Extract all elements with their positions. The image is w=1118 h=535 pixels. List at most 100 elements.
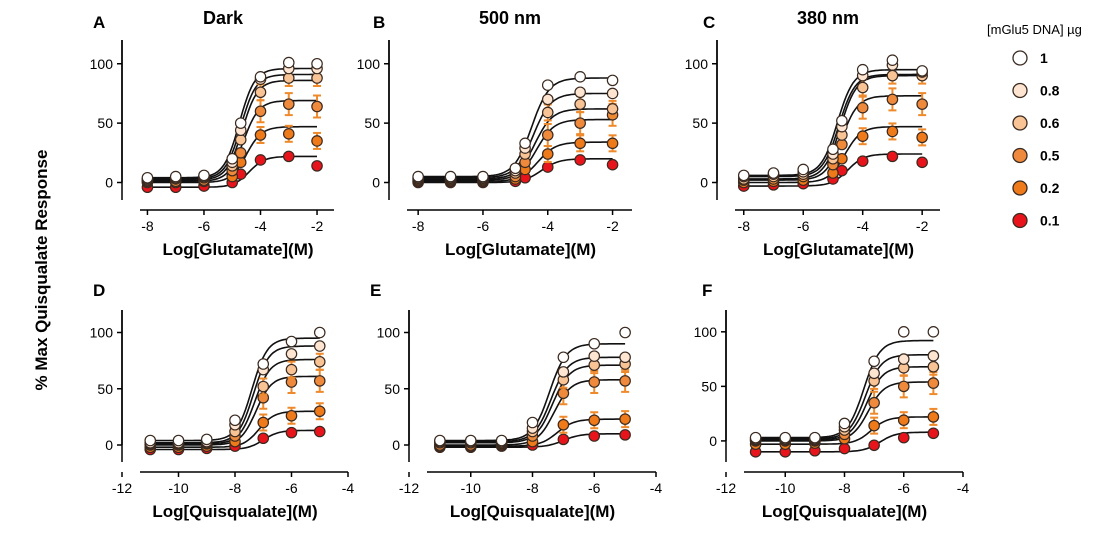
- data-point-0.2: [886, 125, 899, 138]
- data-point-0.8: [619, 351, 631, 364]
- data-point-0.6: [886, 69, 899, 82]
- data-point-1: [200, 433, 213, 446]
- data-point-0.5: [897, 380, 910, 393]
- x-tick-label: -10: [168, 480, 188, 496]
- data-point-0.6: [234, 133, 247, 146]
- data-point-1: [856, 63, 869, 76]
- x-axis-label: Log[Quisqualate](M): [450, 502, 615, 521]
- y-tick-label: 0: [709, 433, 717, 449]
- data-point-0.1: [311, 160, 323, 172]
- data-point-0.2: [856, 130, 869, 142]
- data-point-0.8: [285, 348, 298, 360]
- data-point-1: [519, 137, 531, 150]
- data-point-1: [495, 434, 508, 447]
- data-point-0.1: [282, 150, 295, 163]
- data-point-0.6: [282, 72, 295, 84]
- data-point-1: [897, 326, 910, 338]
- y-tick-label: 100: [685, 56, 709, 72]
- data-point-0.5: [311, 100, 323, 113]
- data-point-1: [313, 326, 326, 339]
- data-point-0.2: [282, 128, 295, 140]
- data-point-0.2: [541, 148, 554, 160]
- data-point-0.8: [927, 350, 940, 362]
- y-tick-label: 0: [105, 175, 113, 191]
- data-point-0.2: [574, 137, 586, 150]
- panel-letter: A: [93, 13, 105, 32]
- data-point-0.2: [619, 413, 631, 425]
- data-point-1: [541, 79, 554, 91]
- x-axis-label: Log[Quisqualate](M): [152, 502, 317, 521]
- x-tick-label: -8: [141, 218, 154, 234]
- data-point-1: [809, 431, 821, 444]
- data-point-1: [749, 431, 762, 444]
- x-tick-label: -12: [399, 480, 419, 496]
- panel-a: A Dark 0 50 100 -8 -6 -4 -2 Log[Glutamate](M): [90, 8, 334, 259]
- data-point-1: [588, 337, 601, 350]
- data-point-0.5: [588, 376, 601, 388]
- x-tick-label: -8: [412, 218, 425, 234]
- data-point-0.5: [541, 129, 554, 141]
- y-tick-label: 50: [364, 115, 380, 131]
- y-tick-label: 50: [97, 115, 113, 131]
- x-tick-label: -6: [477, 218, 490, 234]
- x-tick-label: -8: [526, 480, 539, 496]
- data-point-0.6: [313, 355, 326, 368]
- data-point-1: [779, 431, 792, 444]
- data-point-0.1: [541, 161, 554, 173]
- data-point-0.6: [311, 72, 323, 84]
- data-point-1: [226, 152, 239, 165]
- data-point-0.5: [574, 117, 586, 129]
- data-point-1: [169, 170, 182, 183]
- data-point-1: [311, 57, 323, 70]
- x-tick-label: -2: [916, 218, 929, 234]
- data-point-0.1: [313, 425, 326, 438]
- data-point-0.2: [313, 405, 326, 418]
- legend-label-0.6: 0.6: [1040, 115, 1060, 131]
- data-point-0.1: [897, 431, 910, 444]
- data-point-1: [141, 171, 154, 184]
- x-tick-label: -6: [797, 218, 810, 234]
- panel-letter: B: [373, 13, 385, 32]
- data-point-1: [509, 162, 522, 175]
- data-point-0.8: [574, 86, 586, 99]
- data-point-1: [526, 416, 539, 429]
- data-point-0.8: [541, 93, 554, 106]
- legend-marker-0.1: [1012, 212, 1028, 229]
- data-point-1: [557, 351, 570, 364]
- legend-marker-1: [1012, 50, 1028, 66]
- data-point-1: [444, 170, 457, 183]
- y-tick-label: 50: [97, 381, 113, 397]
- data-point-0.1: [254, 154, 267, 166]
- data-point-0.5: [313, 375, 326, 387]
- data-point-1: [434, 434, 446, 447]
- data-point-1: [574, 71, 586, 83]
- x-tick-label: -10: [775, 480, 795, 496]
- x-axis-label: Log[Glutamate](M): [162, 240, 313, 259]
- data-point-1: [838, 417, 851, 430]
- data-point-0.5: [234, 147, 247, 159]
- data-point-0.2: [606, 137, 619, 150]
- data-point-0.8: [588, 350, 601, 362]
- data-point-0.2: [588, 414, 601, 427]
- data-point-0.5: [886, 93, 899, 106]
- data-point-0.5: [619, 375, 631, 387]
- data-point-1: [797, 163, 810, 176]
- panel-d: D 0 50 100 -12 -10 -8 -6 -4 Log[Quisqualate](M): [90, 281, 355, 521]
- panel-letter: D: [93, 281, 105, 300]
- x-tick-label: -8: [738, 218, 751, 234]
- y-tick-label: 0: [700, 175, 708, 191]
- x-tick-label: -4: [650, 480, 663, 496]
- x-tick-label: -6: [285, 480, 298, 496]
- data-point-0.5: [254, 105, 267, 118]
- panel-letter: F: [702, 281, 712, 300]
- data-point-0.2: [311, 135, 323, 147]
- data-point-0.2: [916, 131, 928, 144]
- data-point-1: [412, 170, 424, 183]
- data-point-0.1: [606, 158, 619, 171]
- data-point-1: [619, 326, 631, 339]
- data-point-1: [254, 71, 267, 83]
- data-point-0.5: [927, 377, 940, 389]
- x-tick-label: -6: [588, 480, 601, 496]
